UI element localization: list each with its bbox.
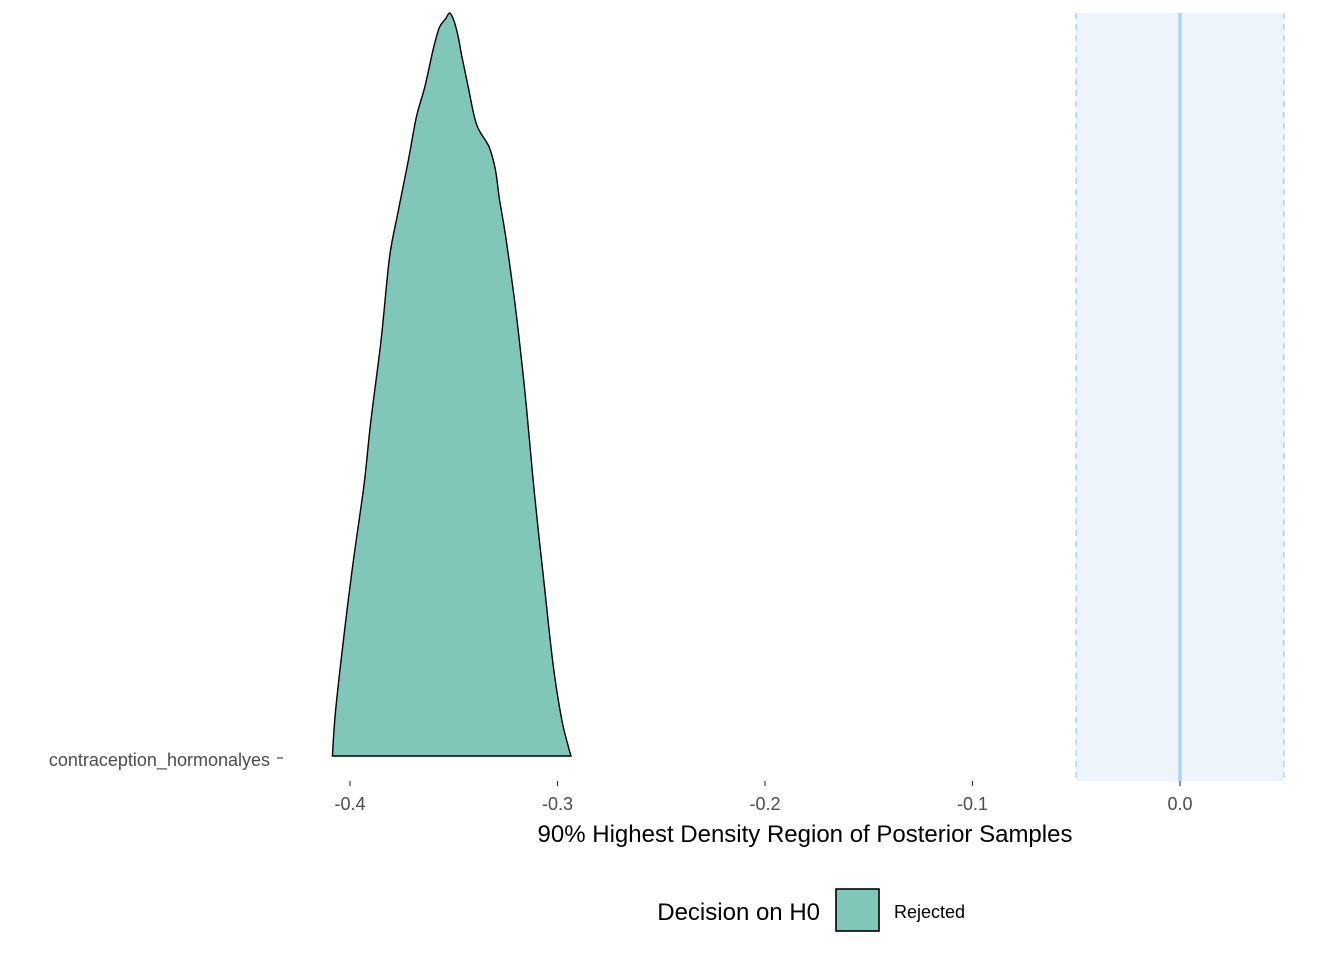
x-tick-label: -0.3 [542, 794, 573, 814]
x-tick-label: 0.0 [1167, 794, 1192, 814]
density-layer [331, 12, 572, 757]
legend-label-rejected: Rejected [894, 902, 965, 922]
x-tick-label: -0.1 [957, 794, 988, 814]
x-axis: -0.4 -0.3 -0.2 -0.1 0.0 [334, 781, 1193, 814]
legend-key-rejected [835, 888, 880, 932]
rope-layer [1075, 13, 1285, 781]
x-tick-label: -0.2 [749, 794, 780, 814]
y-axis: contraception_hormonalyes [49, 750, 283, 771]
x-axis-title: 90% Highest Density Region of Posterior … [538, 821, 1073, 848]
y-category-label: contraception_hormonalyes [49, 750, 270, 771]
legend: Decision on H0 Rejected [657, 888, 965, 932]
x-tick-label: -0.4 [334, 794, 365, 814]
density-ridge-rejected [331, 12, 572, 757]
legend-title: Decision on H0 [657, 899, 820, 926]
